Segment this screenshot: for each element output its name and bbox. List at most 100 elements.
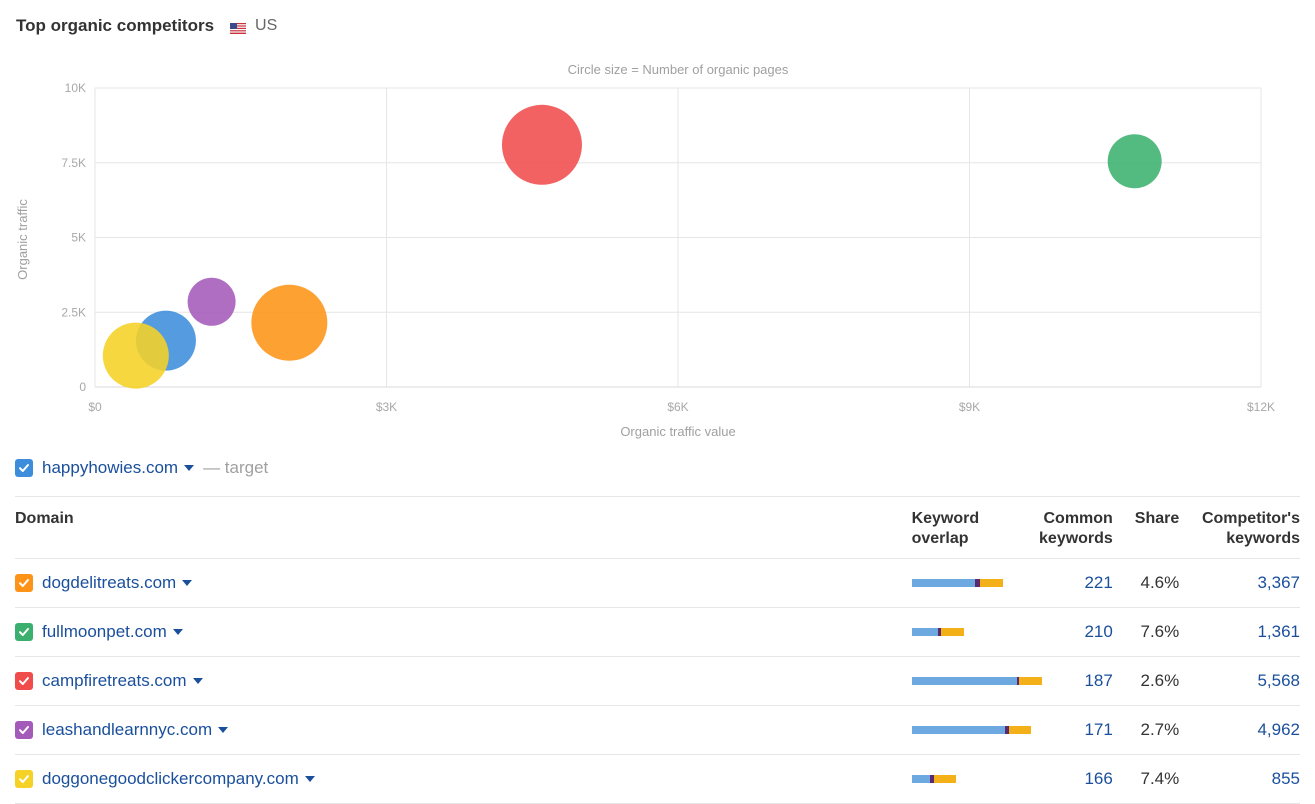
competitor-keywords-cell[interactable]: 4,962	[1179, 705, 1300, 755]
target-checkbox[interactable]	[15, 459, 33, 477]
overlap-segment-shared	[929, 775, 934, 783]
target-domain-link[interactable]: happyhowies.com	[42, 458, 179, 477]
keyword-overlap-cell	[911, 656, 1042, 706]
domain-checkbox[interactable]	[15, 672, 33, 690]
chevron-down-icon[interactable]	[182, 580, 193, 586]
competitor-keywords-column-header[interactable]: Competitor's keywords	[1179, 496, 1300, 559]
domain-checkbox[interactable]	[15, 574, 33, 592]
overlap-segment-shared	[1016, 677, 1020, 685]
widget-title: Top organic competitors	[16, 16, 215, 35]
keyword-overlap-cell	[911, 558, 1023, 608]
chart-bubbles	[102, 104, 1162, 389]
keyword-overlap-bar	[911, 677, 1042, 685]
domain-link[interactable]: dogdelitreats.com	[42, 573, 177, 592]
y-tick-label: 0	[79, 380, 86, 394]
common-keywords-column-header[interactable]: Common keywords	[1022, 496, 1113, 559]
overlap-segment-target	[941, 628, 964, 636]
keyword-overlap-bar	[911, 628, 1023, 636]
target-domain-row: happyhowies.com — target	[15, 456, 268, 480]
us-flag-icon	[230, 21, 247, 34]
domain-link[interactable]: fullmoonpet.com	[42, 622, 167, 641]
y-tick-label: 5K	[71, 231, 86, 245]
x-tick-label: $3K	[376, 400, 397, 414]
chevron-down-icon[interactable]	[192, 678, 203, 684]
bubble-campfiretreats-com[interactable]	[501, 104, 582, 185]
widget-header: Top organic competitors US	[16, 14, 277, 38]
bubble-leashandlearnnyc-com[interactable]	[187, 277, 236, 326]
table-header-row: Domain Keyword overlap Common keywords Sha…	[15, 496, 1300, 559]
y-tick-label: 2.5K	[61, 305, 86, 319]
overlap-segment-target	[933, 775, 956, 783]
domain-link[interactable]: doggonegoodclickercompany.com	[42, 769, 299, 788]
competitor-keywords-cell[interactable]: 5,568	[1179, 656, 1300, 706]
domain-link[interactable]: leashandlearnnyc.com	[42, 720, 213, 739]
bubble-fullmoonpet-com[interactable]	[1107, 134, 1162, 189]
table-row: doggonegoodclickercompany.com 166 7.4% 855	[15, 754, 1300, 804]
overlap-segment-shared	[975, 579, 981, 587]
domain-link[interactable]: campfiretreats.com	[42, 671, 187, 690]
domain-checkbox[interactable]	[15, 770, 33, 788]
domain-cell: leashandlearnnyc.com	[15, 705, 912, 755]
chevron-down-icon[interactable]	[172, 629, 183, 635]
x-tick-label: $0	[88, 400, 102, 414]
table-row: dogdelitreats.com 221 4.6% 3,367	[15, 558, 1300, 608]
y-tick-label: 7.5K	[61, 156, 86, 170]
overlap-segment-unique	[911, 628, 938, 636]
competitor-keywords-cell[interactable]: 1,361	[1179, 607, 1300, 657]
keyword-overlap-bar	[911, 726, 1032, 734]
overlap-segment-target	[1019, 677, 1042, 685]
domain-cell: doggonegoodclickercompany.com	[15, 754, 912, 804]
keyword-overlap-bar	[911, 775, 1023, 783]
share-column-header[interactable]: Share	[1112, 496, 1180, 559]
keyword-overlap-cell	[911, 607, 1023, 657]
common-keywords-cell[interactable]: 171	[1022, 705, 1113, 755]
overlap-segment-unique	[911, 677, 1017, 685]
table-row: leashandlearnnyc.com 171 2.7% 4,962	[15, 705, 1300, 755]
x-axis-title: Organic traffic value	[620, 424, 735, 439]
table-row: campfiretreats.com 187 2.6% 5,568	[15, 656, 1300, 706]
domain-cell: dogdelitreats.com	[15, 558, 912, 608]
target-label: — target	[203, 458, 269, 477]
overlap-segment-shared	[937, 628, 942, 636]
chart-subtitle: Circle size = Number of organic pages	[568, 62, 789, 77]
chevron-down-icon[interactable]	[184, 465, 195, 471]
bubble-dogdelitreats-com[interactable]	[251, 284, 328, 361]
overlap-segment-unique	[911, 726, 1006, 734]
share-cell: 2.6%	[1112, 656, 1180, 706]
bubble-chart: 0 2.5K 5K 7.5K 10K $0 $3K $6K $9K $12K Circle siz…	[15, 62, 1275, 439]
overlap-segment-unique	[911, 775, 930, 783]
y-tick-label: 10K	[65, 81, 86, 95]
bubble-doggonegoodclickercompany-com[interactable]	[102, 322, 169, 389]
chart-ticks: 0 2.5K 5K 7.5K 10K $0 $3K $6K $9K $12K	[61, 81, 1275, 414]
competitor-keywords-cell[interactable]: 855	[1179, 754, 1300, 804]
domain-checkbox[interactable]	[15, 721, 33, 739]
overlap-segment-target	[1009, 726, 1032, 734]
x-tick-label: $12K	[1247, 400, 1275, 414]
keyword-overlap-cell	[911, 754, 1023, 804]
keyword-overlap-column-header: Keyword overlap	[911, 496, 1023, 559]
y-axis-title: Organic traffic	[15, 199, 30, 280]
common-keywords-cell[interactable]: 210	[1022, 607, 1113, 657]
share-cell: 7.4%	[1112, 754, 1180, 804]
x-tick-label: $9K	[959, 400, 980, 414]
overlap-segment-shared	[1005, 726, 1010, 734]
competitors-table: Domain Keyword overlap Common keywords Sha…	[15, 496, 1300, 804]
domain-column-header[interactable]: Domain	[15, 496, 912, 559]
overlap-segment-unique	[911, 579, 976, 587]
overlap-segment-target	[980, 579, 1003, 587]
common-keywords-cell[interactable]: 166	[1022, 754, 1113, 804]
competitor-keywords-cell[interactable]: 3,367	[1179, 558, 1300, 608]
common-keywords-cell[interactable]: 221	[1022, 558, 1113, 608]
table-row: fullmoonpet.com 210 7.6% 1,361	[15, 607, 1300, 657]
domain-checkbox[interactable]	[15, 623, 33, 641]
keyword-overlap-bar	[911, 579, 1023, 587]
region-label: US	[255, 17, 278, 34]
keyword-overlap-cell	[911, 705, 1032, 755]
domain-cell: fullmoonpet.com	[15, 607, 912, 657]
share-cell: 7.6%	[1112, 607, 1180, 657]
share-cell: 4.6%	[1112, 558, 1180, 608]
chart-grid	[94, 87, 1262, 388]
share-cell: 2.7%	[1112, 705, 1180, 755]
chevron-down-icon[interactable]	[304, 776, 315, 782]
chevron-down-icon[interactable]	[218, 727, 229, 733]
